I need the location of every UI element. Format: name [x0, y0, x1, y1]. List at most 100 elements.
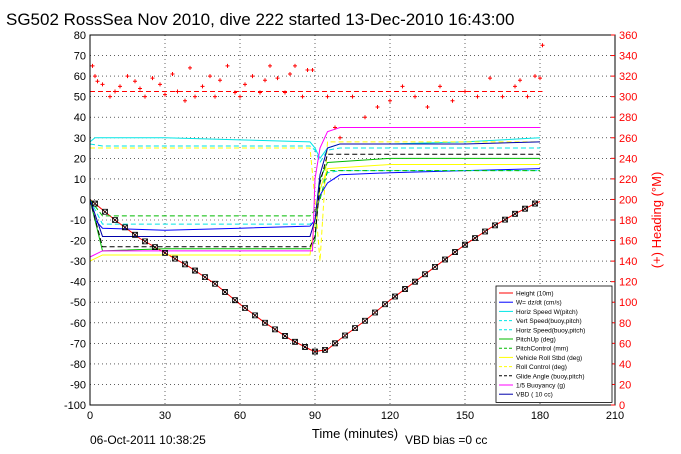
- glide-marker: [282, 333, 288, 339]
- legend-box: [495, 285, 613, 403]
- heading-point: [238, 94, 242, 99]
- glide-marker: [122, 224, 128, 231]
- glide-marker: [322, 347, 328, 353]
- legend-label: Horiz Speed W(pitch): [516, 309, 578, 316]
- heading-point: [150, 76, 155, 81]
- glide-marker: [532, 200, 538, 207]
- glide-marker: [212, 280, 218, 287]
- heading-point: [338, 135, 342, 140]
- right-tick-label: 140: [619, 256, 637, 268]
- heading-point: [305, 67, 310, 72]
- legend-label: Height (10m): [516, 291, 554, 298]
- y-tick-label: 30: [74, 133, 86, 145]
- right-tick-label: 320: [619, 71, 637, 83]
- right-tick-label: 280: [619, 112, 637, 124]
- y-tick-label: 60: [74, 71, 86, 83]
- glide-marker: [202, 274, 208, 281]
- series-buoyancy: [89, 127, 540, 258]
- glide-marker: [312, 348, 318, 355]
- right-tick-label: 160: [619, 236, 637, 248]
- y-tick-label: -60: [70, 318, 86, 330]
- right-tick-label: 60: [619, 338, 631, 350]
- legend: Height (10m) W= dz/dt (cm/s) Horiz Speed W…: [495, 285, 613, 403]
- heading-point: [158, 82, 162, 87]
- glide-marker: [252, 312, 258, 319]
- heading-point: [143, 94, 147, 99]
- right-tick-label: 0: [619, 400, 625, 412]
- right-tick-label: 220: [619, 174, 637, 186]
- x-axis-label: Time (minutes): [312, 426, 398, 441]
- glide-marker: [522, 205, 528, 212]
- right-axis-label: (+) Heading (°M): [649, 172, 664, 269]
- heading-point: [90, 63, 95, 68]
- glide-marker: [332, 340, 338, 347]
- right-tick-label: 80: [619, 318, 631, 330]
- glide-marker: [242, 305, 248, 311]
- heading-point: [95, 79, 100, 84]
- chart-title: SG502 RossSea Nov 2010, dive 222 started…: [6, 10, 514, 29]
- legend-label: 1/5 Buoyancy (g): [516, 383, 565, 390]
- glide-marker: [192, 267, 198, 274]
- x-tick-label: 210: [606, 410, 624, 422]
- heading-point: [363, 115, 367, 120]
- right-tick-label: 180: [619, 215, 637, 227]
- x-tick-label: 30: [159, 410, 171, 422]
- glide-marker: [182, 261, 188, 268]
- heading-point: [540, 43, 545, 48]
- y-tick-label: 20: [74, 153, 86, 165]
- glide-marker: [382, 301, 388, 308]
- y-tick-label: -40: [70, 277, 86, 289]
- series-pitch-up: [89, 157, 540, 252]
- heading-point: [263, 78, 267, 83]
- glide-marker: [452, 249, 458, 255]
- heading-point: [138, 86, 142, 91]
- heading-point: [93, 74, 97, 79]
- heading-point: [375, 104, 380, 109]
- x-tick-label: 120: [381, 410, 399, 422]
- glide-marker: [132, 231, 138, 238]
- glide-marker: [422, 271, 428, 278]
- legend-label: VBD ( 10 cc): [516, 392, 553, 399]
- glide-marker: [412, 278, 418, 285]
- legend-label: Roll Control (deg): [516, 364, 567, 371]
- series-roll-control: [90, 141, 540, 262]
- glide-marker: [162, 249, 168, 256]
- glide-marker: [512, 210, 518, 217]
- y-tick-label: -30: [70, 256, 86, 268]
- heading-point: [133, 79, 137, 84]
- heading-point: [425, 104, 430, 109]
- x-tick-label: 180: [531, 410, 549, 422]
- glide-marker: [302, 344, 308, 350]
- x-tick-label: 90: [309, 410, 321, 422]
- heading-point: [438, 84, 442, 89]
- glide-marker: [392, 293, 398, 300]
- right-tick-label: 300: [619, 92, 637, 104]
- heading-point: [170, 72, 175, 77]
- y-tick-label: -80: [70, 359, 86, 371]
- glide-marker: [492, 222, 498, 229]
- heading-point: [268, 63, 272, 68]
- glide-marker: [362, 317, 368, 324]
- y-tick-label: 10: [74, 174, 86, 186]
- glide-marker: [92, 200, 98, 207]
- heading-point: [525, 94, 530, 99]
- heading-point: [310, 67, 315, 72]
- heading-layer: [90, 43, 545, 140]
- glide-marker: [172, 255, 178, 262]
- heading-point: [533, 74, 537, 79]
- glide-marker: [272, 326, 278, 333]
- series-pitch-control: [89, 170, 540, 217]
- heading-point: [513, 84, 517, 89]
- legend-label: Vehicle Roll Stbd (deg): [516, 355, 582, 362]
- glide-marker: [352, 325, 358, 332]
- heading-point: [118, 84, 122, 89]
- heading-point: [288, 72, 292, 77]
- legend-label: Vert Speed(buoy,pitch): [516, 318, 582, 325]
- y-tick-label: -100: [64, 400, 86, 412]
- right-tick-label: 360: [619, 30, 637, 42]
- heading-point: [333, 125, 337, 130]
- glide-marker: [292, 338, 298, 345]
- glide-marker: [472, 235, 478, 241]
- heading-point: [388, 98, 392, 103]
